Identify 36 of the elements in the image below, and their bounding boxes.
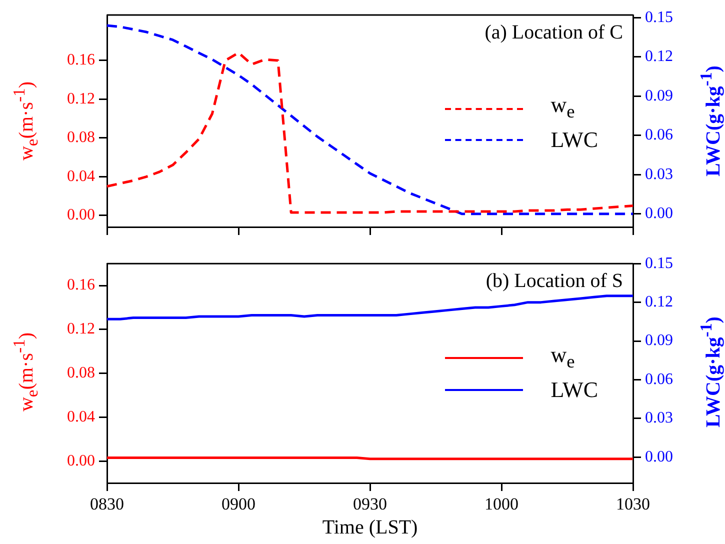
line-series: [106, 52, 634, 214]
y2-tick-label: 0.15: [645, 8, 673, 26]
y2-tick-label: 0.09: [645, 332, 673, 350]
y-tick-label: 0.08: [67, 129, 95, 146]
y2-tick-label: 0.00: [645, 205, 673, 222]
legend-label: w$_{e}$: [550, 91, 575, 124]
y-tick-label: 0.12: [67, 90, 95, 108]
chart-title: (a) Location of C: [484, 21, 623, 44]
x-axis-title: Time (LST): [322, 516, 418, 538]
y-tick-label: 0.16: [67, 52, 95, 69]
y2-tick-label: 0.12: [645, 294, 673, 311]
x-tick-label: 0930: [353, 494, 387, 514]
y2-tick-label: 0.06: [645, 370, 673, 388]
x-tick-label: 1030: [616, 494, 650, 514]
y-tick-label: 0.00: [67, 206, 95, 224]
y2-tick-label: 0.00: [645, 448, 673, 466]
y-tick-label: 0.04: [67, 408, 95, 426]
chart-title: (b) Location of S: [486, 270, 623, 292]
y2-tick-label: 0.03: [645, 410, 673, 427]
y-tick-label: 0.00: [67, 452, 95, 470]
legend-label: LWC: [550, 126, 598, 154]
y2-tick-label: 0.09: [645, 87, 673, 104]
y-tick-label: 0.08: [67, 364, 95, 382]
y2-tick-label: 0.06: [645, 126, 673, 144]
x-tick-label: 1000: [484, 494, 518, 514]
y2-tick-label: 0.12: [645, 48, 673, 66]
line-series: [106, 24, 634, 216]
y2-tick-label: 0.15: [645, 254, 673, 272]
legend-label: LWC: [550, 376, 598, 404]
legend-label: w$_{e}$: [550, 341, 575, 374]
y-tick-label: 0.12: [67, 320, 95, 338]
y-tick-label: 0.04: [67, 168, 95, 185]
y-tick-label: 0.16: [67, 276, 95, 294]
x-tick-label: 0830: [90, 494, 124, 514]
y2-tick-label: 0.03: [645, 166, 673, 183]
x-tick-label: 0900: [222, 494, 256, 514]
